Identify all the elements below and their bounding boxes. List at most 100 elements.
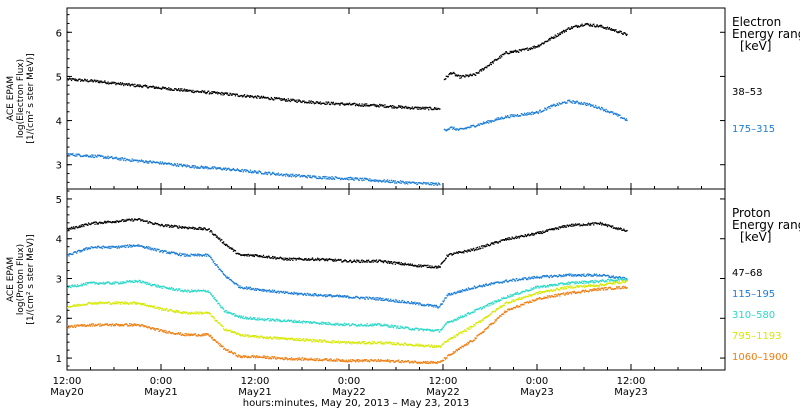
- data-point: [97, 223, 99, 225]
- data-point: [386, 342, 388, 344]
- data-point: [350, 178, 352, 180]
- data-point: [186, 312, 188, 314]
- data-point: [433, 330, 435, 332]
- data-point: [593, 106, 595, 108]
- data-point: [191, 311, 193, 313]
- data-point: [196, 166, 199, 168]
- data-point: [384, 342, 386, 344]
- data-point: [493, 243, 495, 245]
- data-point: [283, 290, 285, 293]
- data-point: [464, 313, 466, 316]
- data-point: [300, 101, 302, 103]
- data-point: [137, 161, 139, 163]
- data-point: [476, 322, 479, 324]
- data-point: [396, 299, 398, 301]
- data-point: [448, 320, 450, 323]
- data-point: [439, 345, 441, 347]
- data-point: [179, 226, 182, 228]
- data-point: [396, 342, 398, 344]
- data-point: [249, 317, 251, 319]
- data-point: [99, 301, 101, 303]
- data-point: [174, 162, 176, 165]
- data-point: [211, 166, 214, 168]
- data-point: [241, 254, 244, 256]
- data-point: [104, 283, 107, 285]
- data-point: [167, 287, 169, 290]
- data-point: [618, 276, 620, 278]
- data-point: [287, 319, 289, 321]
- data-point: [399, 106, 402, 108]
- data-point: [448, 74, 450, 76]
- data-point: [264, 290, 266, 292]
- data-point: [228, 168, 231, 170]
- data-point: [304, 340, 306, 342]
- data-point: [515, 293, 517, 295]
- data-point: [200, 228, 203, 231]
- data-point: [307, 174, 309, 177]
- data-point: [174, 88, 176, 90]
- data-point: [90, 156, 92, 158]
- data-point: [528, 48, 530, 50]
- data-point: [68, 255, 70, 257]
- data-point: [238, 333, 240, 335]
- data-point: [97, 303, 99, 305]
- data-point: [510, 279, 512, 281]
- data-point: [254, 289, 256, 291]
- data-point: [265, 173, 267, 175]
- data-point: [231, 331, 233, 334]
- data-point: [392, 327, 394, 329]
- data-point: [413, 107, 415, 109]
- data-point: [302, 176, 304, 178]
- data-point: [409, 182, 411, 184]
- data-point: [97, 245, 99, 248]
- data-point: [407, 107, 409, 110]
- data-point: [526, 114, 528, 116]
- data-point: [206, 229, 208, 231]
- data-point: [124, 219, 126, 221]
- data-point: [474, 286, 476, 288]
- data-point: [107, 220, 109, 222]
- data-point: [557, 33, 559, 35]
- data-point: [463, 252, 465, 254]
- data-point: [360, 261, 362, 263]
- data-point: [302, 338, 304, 341]
- data-point: [198, 253, 200, 255]
- data-point: [432, 304, 434, 307]
- data-point: [250, 254, 252, 256]
- data-point: [226, 92, 229, 94]
- data-point: [298, 174, 300, 176]
- data-point: [103, 81, 105, 83]
- data-point: [367, 104, 370, 107]
- data-point: [84, 78, 86, 81]
- data-point: [298, 100, 300, 102]
- data-point: [239, 170, 241, 172]
- data-point: [258, 170, 261, 172]
- data-point: [123, 159, 125, 162]
- data-point: [89, 223, 92, 226]
- data-point: [68, 229, 70, 231]
- data-point: [145, 247, 147, 249]
- data-point: [95, 80, 97, 82]
- data-point: [89, 282, 92, 284]
- data-point: [268, 256, 270, 258]
- data-point: [540, 44, 542, 46]
- data-point: [377, 299, 379, 301]
- data-point: [121, 82, 124, 84]
- data-point: [184, 226, 186, 228]
- data-point: [182, 164, 184, 167]
- data-point: [105, 246, 107, 248]
- data-point: [289, 292, 291, 294]
- data-point: [133, 281, 135, 283]
- data-point: [264, 320, 266, 322]
- data-point: [380, 260, 382, 262]
- data-point: [109, 283, 111, 285]
- data-point: [595, 25, 598, 27]
- data-point: [569, 282, 571, 285]
- data-point: [249, 335, 252, 337]
- data-point: [438, 331, 440, 333]
- data-point: [439, 331, 441, 333]
- data-point: [524, 277, 526, 279]
- data-point: [326, 102, 329, 104]
- data-point: [108, 281, 110, 283]
- data-point: [419, 328, 421, 330]
